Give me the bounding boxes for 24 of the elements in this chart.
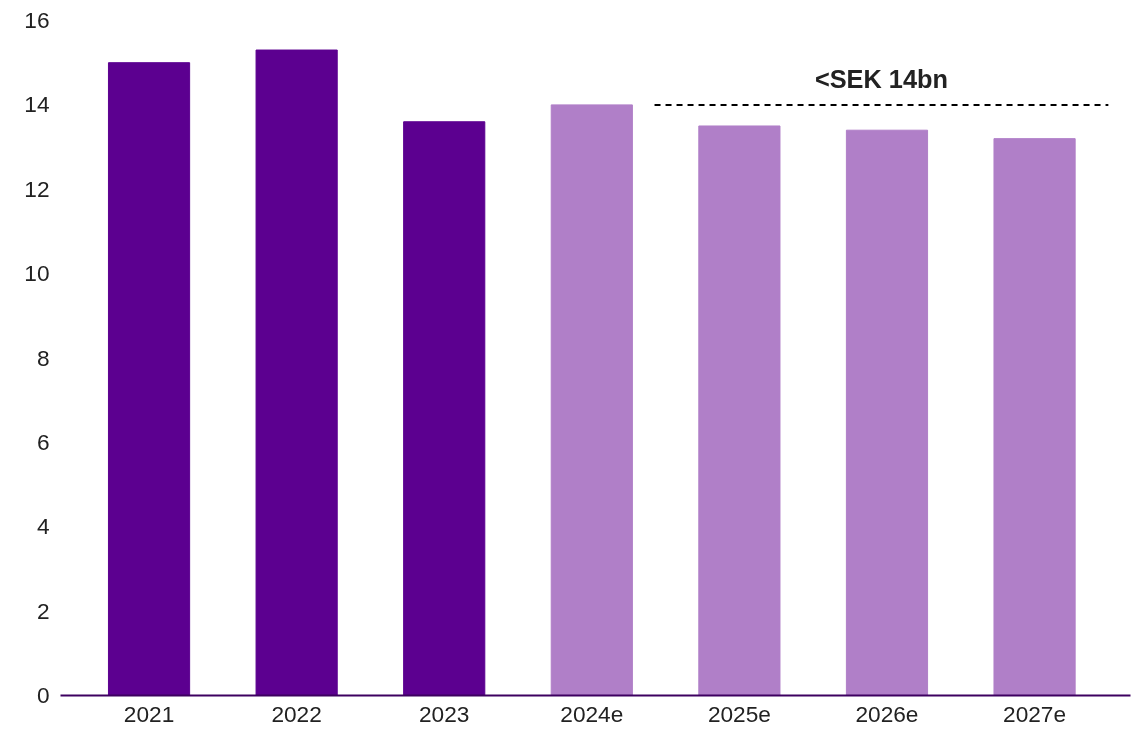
y-tick-label: 4 [36, 513, 50, 540]
bar [403, 121, 486, 696]
x-tick-label: 2022 [271, 700, 322, 727]
y-tick-label: 16 [24, 7, 50, 33]
bar [107, 62, 191, 696]
x-tick-label: 2026e [855, 700, 919, 727]
y-tick-label: 2 [36, 597, 50, 624]
y-tick-label: 10 [24, 260, 50, 287]
bar [993, 138, 1076, 696]
bar [550, 104, 633, 696]
x-tick-label: 2021 [123, 700, 175, 727]
y-tick-label: 14 [24, 91, 50, 118]
ref-line-label: <SEK 14bn [814, 64, 948, 93]
bar [255, 49, 338, 696]
y-tick-label: 12 [24, 175, 50, 202]
bar [845, 129, 929, 696]
y-tick-label: 8 [36, 344, 50, 371]
y-tick-label: 6 [36, 428, 50, 455]
x-tick-label: 2025e [707, 700, 771, 727]
x-tick-label: 2024e [560, 700, 624, 727]
x-tick-label: 2023 [419, 700, 470, 727]
x-tick-label: 2027e [1003, 700, 1067, 727]
y-tick-label: 0 [36, 682, 50, 708]
bar [698, 125, 781, 696]
